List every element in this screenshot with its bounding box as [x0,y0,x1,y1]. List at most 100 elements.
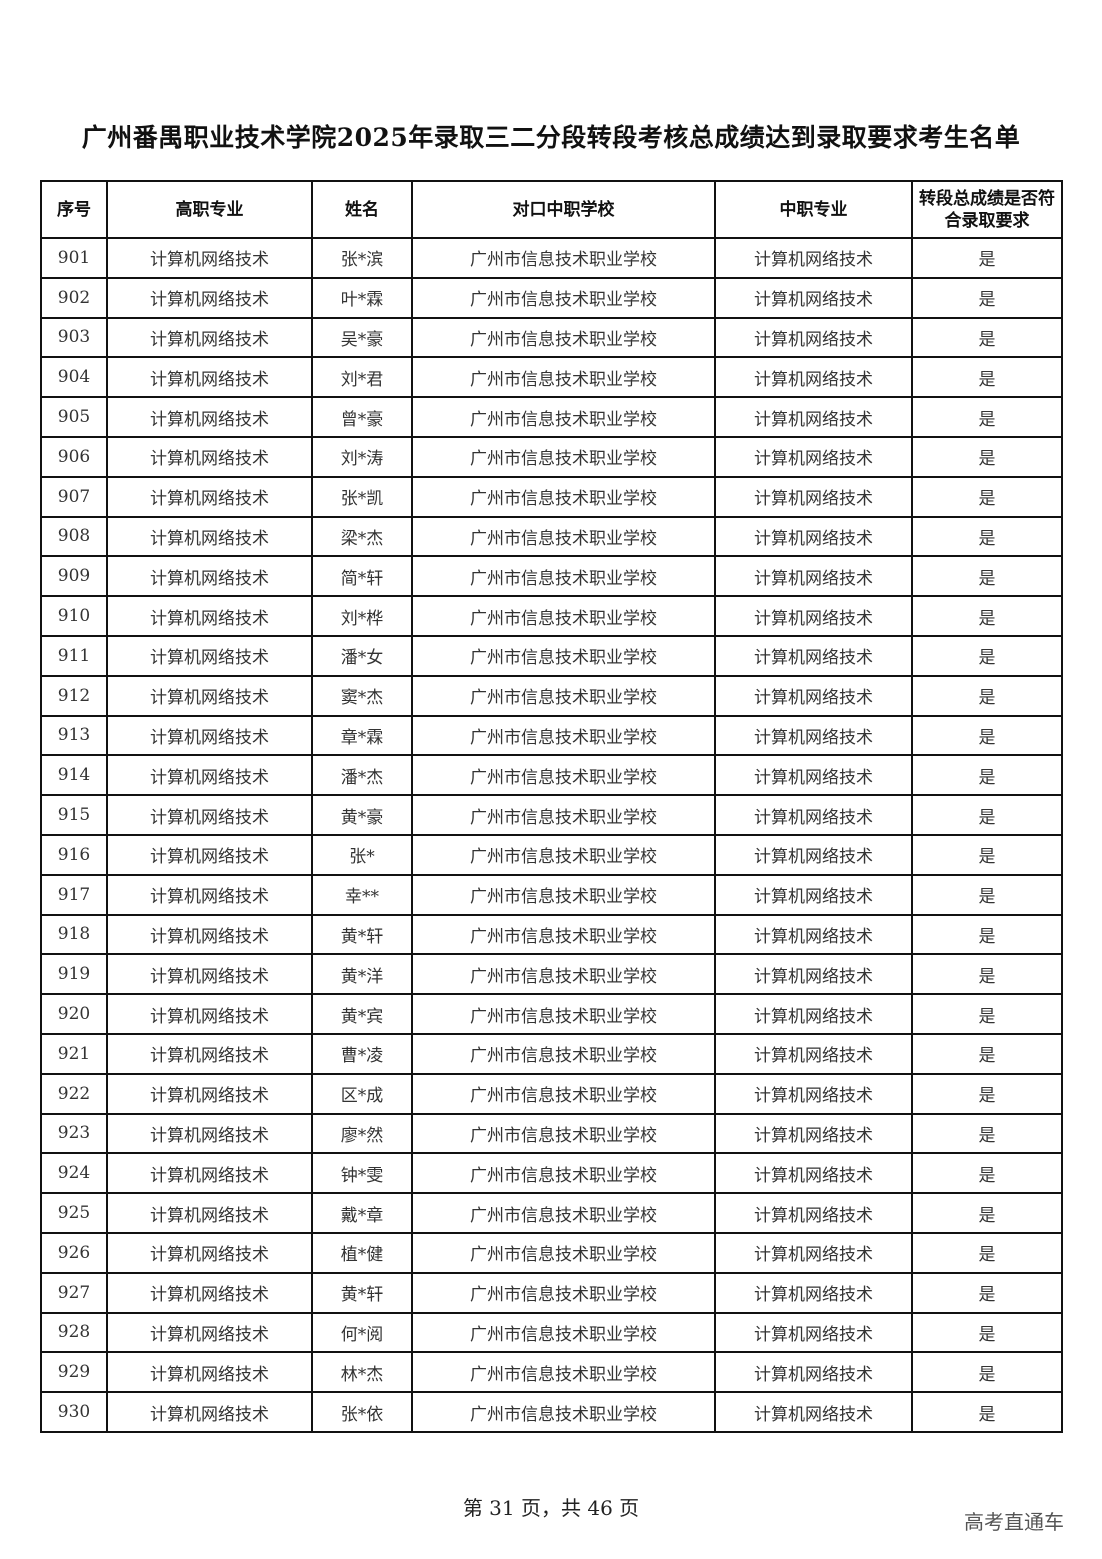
cell-qualified: 是 [911,356,1063,399]
cell-qualified: 是 [911,674,1063,717]
cell-vocational-major: 计算机网络技术 [714,794,913,836]
cell-qualified: 是 [911,953,1063,996]
table-row: 916 计算机网络技术 张* 广州市信息技术职业学校 计算机网络技术是 [40,833,1063,876]
cell-vocational-major: 计算机网络技术 [714,1072,913,1115]
table-row: 904 计算机网络技术 刘*君 广州市信息技术职业学校 计算机网络技术是 [40,356,1063,399]
cell-name: 潘*女 [311,634,413,677]
cell-college-major: 计算机网络技术 [106,475,313,518]
cell-vocational-school: 广州市信息技术职业学校 [411,316,716,359]
cell-vocational-school: 广州市信息技术职业学校 [411,555,716,598]
cell-vocational-major: 计算机网络技术 [714,276,913,319]
cell-college-major: 计算机网络技术 [106,634,313,677]
cell-qualified: 是 [911,555,1063,598]
cell-index: 901 [40,237,108,279]
cell-vocational-school: 广州市信息技术职业学校 [411,714,716,757]
cell-name: 黄*豪 [311,794,413,836]
cell-name: 林*杰 [311,1351,413,1394]
table-row: 923 计算机网络技术 廖*然 广州市信息技术职业学校 计算机网络技术是 [40,1112,1063,1155]
cell-index: 902 [40,276,108,319]
cell-qualified: 是 [911,276,1063,319]
cell-qualified: 是 [911,634,1063,677]
cell-vocational-school: 广州市信息技术职业学校 [411,1351,716,1394]
table-row: 924 计算机网络技术 钟*雯 广州市信息技术职业学校 计算机网络技术是 [40,1152,1063,1195]
cell-college-major: 计算机网络技术 [106,873,313,916]
table-row: 921 计算机网络技术 曹*凌 广州市信息技术职业学校 计算机网络技术是 [40,1032,1063,1075]
cell-name: 张*滨 [311,237,413,279]
cell-qualified: 是 [911,833,1063,876]
cell-index: 918 [40,913,108,956]
table-row: 926 计算机网络技术 植*健 广州市信息技术职业学校 计算机网络技术是 [40,1231,1063,1274]
cell-qualified: 是 [911,316,1063,359]
cell-index: 909 [40,555,108,598]
cell-college-major: 计算机网络技术 [106,714,313,757]
cell-college-major: 计算机网络技术 [106,316,313,359]
cell-qualified: 是 [911,1192,1063,1234]
cell-index: 930 [40,1391,108,1433]
cell-vocational-major: 计算机网络技术 [714,1032,913,1075]
cell-college-major: 计算机网络技术 [106,515,313,558]
table-row: 906 计算机网络技术 刘*涛 广州市信息技术职业学校 计算机网络技术是 [40,435,1063,478]
cell-qualified: 是 [911,1152,1063,1195]
cell-name: 黄*洋 [311,953,413,996]
cell-vocational-school: 广州市信息技术职业学校 [411,515,716,558]
cell-name: 吴*豪 [311,316,413,359]
cell-name: 潘*杰 [311,754,413,797]
cell-index: 910 [40,595,108,637]
cell-vocational-major: 计算机网络技术 [714,1351,913,1394]
cell-vocational-school: 广州市信息技术职业学校 [411,794,716,836]
cell-index: 919 [40,953,108,996]
cell-index: 927 [40,1271,108,1314]
cell-college-major: 计算机网络技术 [106,1192,313,1234]
cell-vocational-school: 广州市信息技术职业学校 [411,634,716,677]
cell-college-major: 计算机网络技术 [106,833,313,876]
cell-qualified: 是 [911,794,1063,836]
cell-name: 刘*君 [311,356,413,399]
cell-college-major: 计算机网络技术 [106,555,313,598]
cell-vocational-school: 广州市信息技术职业学校 [411,356,716,399]
cell-qualified: 是 [911,1311,1063,1354]
table-row: 903 计算机网络技术 吴*豪 广州市信息技术职业学校 计算机网络技术是 [40,316,1063,359]
cell-qualified: 是 [911,913,1063,956]
cell-college-major: 计算机网络技术 [106,1391,313,1433]
cell-qualified: 是 [911,1072,1063,1115]
cell-name: 梁*杰 [311,515,413,558]
cell-vocational-major: 计算机网络技术 [714,873,913,916]
cell-index: 926 [40,1231,108,1274]
cell-vocational-major: 计算机网络技术 [714,1192,913,1234]
cell-college-major: 计算机网络技术 [106,595,313,637]
table-row: 928 计算机网络技术 何*阅 广州市信息技术职业学校 计算机网络技术是 [40,1311,1063,1354]
cell-vocational-major: 计算机网络技术 [714,714,913,757]
cell-qualified: 是 [911,396,1063,438]
cell-name: 曹*凌 [311,1032,413,1075]
cell-college-major: 计算机网络技术 [106,396,313,438]
cell-college-major: 计算机网络技术 [106,1032,313,1075]
cell-index: 911 [40,634,108,677]
cell-college-major: 计算机网络技术 [106,435,313,478]
cell-index: 923 [40,1112,108,1155]
table-row: 927 计算机网络技术 黄*轩 广州市信息技术职业学校 计算机网络技术是 [40,1271,1063,1314]
cell-college-major: 计算机网络技术 [106,1112,313,1155]
cell-index: 922 [40,1072,108,1115]
cell-index: 917 [40,873,108,916]
table-row: 912 计算机网络技术 窦*杰 广州市信息技术职业学校 计算机网络技术是 [40,674,1063,717]
header-vocational-school: 对口中职学校 [411,180,716,239]
table-row: 913 计算机网络技术 章*霖 广州市信息技术职业学校 计算机网络技术是 [40,714,1063,757]
cell-name: 窦*杰 [311,674,413,717]
page-number: 第 31 页，共 46 页 [462,1496,640,1520]
cell-vocational-major: 计算机网络技术 [714,1311,913,1354]
cell-name: 黄*轩 [311,1271,413,1314]
cell-index: 912 [40,674,108,717]
cell-name: 刘*涛 [311,435,413,478]
table-row: 902 计算机网络技术 叶*霖 广州市信息技术职业学校 计算机网络技术是 [40,276,1063,319]
cell-qualified: 是 [911,1231,1063,1274]
cell-qualified: 是 [911,1112,1063,1155]
cell-vocational-major: 计算机网络技术 [714,595,913,637]
cell-vocational-school: 广州市信息技术职业学校 [411,475,716,518]
cell-vocational-school: 广州市信息技术职业学校 [411,754,716,797]
cell-college-major: 计算机网络技术 [106,1072,313,1115]
cell-qualified: 是 [911,1391,1063,1433]
cell-vocational-school: 广州市信息技术职业学校 [411,595,716,637]
cell-college-major: 计算机网络技术 [106,1152,313,1195]
table-row: 918 计算机网络技术 黄*轩 广州市信息技术职业学校 计算机网络技术是 [40,913,1063,956]
table-row: 908 计算机网络技术 梁*杰 广州市信息技术职业学校 计算机网络技术是 [40,515,1063,558]
